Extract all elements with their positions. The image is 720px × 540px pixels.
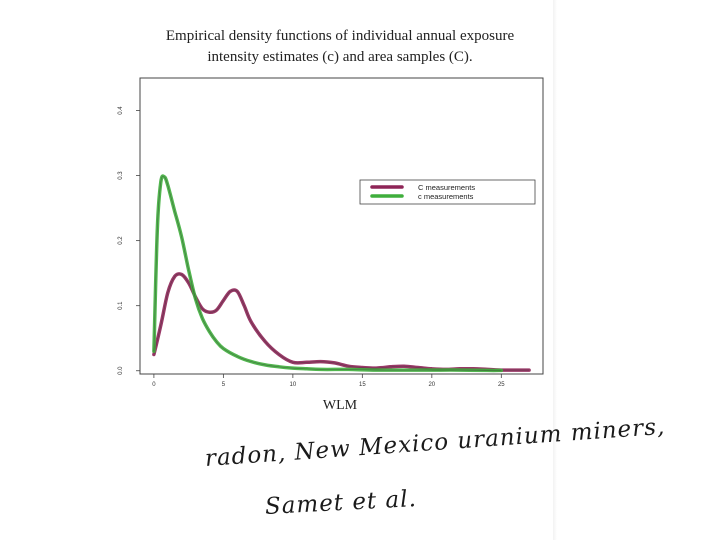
plot-frame (139, 77, 544, 375)
x-axis: 0 5 10 15 20 25 (152, 374, 505, 388)
y-axis: 0.0 0.1 0.2 0.3 0.4 (118, 106, 140, 375)
x-tick-label: 0 (152, 382, 156, 388)
legend-box (359, 179, 536, 205)
chart-title: Empirical density functions of individua… (110, 26, 570, 68)
y-tick-label: 0.2 (118, 236, 124, 245)
y-tick-label: 0.0 (118, 366, 124, 375)
chart-title-line-2: intensity estimates (c) and area samples… (207, 49, 473, 65)
chart-title-line-1: Empirical density functions of individua… (165, 28, 515, 44)
legend-label-c-upper: C measurements (418, 183, 475, 192)
series-line-0 (152, 272, 531, 372)
y-tick-label: 0.1 (118, 301, 124, 310)
y-tick-label: 0.4 (118, 106, 124, 115)
legend-label-c-lower: c measurements (418, 192, 474, 201)
x-tick-label: 20 (428, 382, 435, 388)
x-tick-label: 10 (290, 382, 297, 388)
x-tick-label: 15 (359, 382, 366, 388)
series-core-1 (153, 175, 502, 371)
y-tick-label: 0.3 (118, 171, 124, 180)
x-axis-label: WLM (323, 398, 358, 413)
x-tick-label: 5 (222, 382, 226, 388)
x-tick-label: 25 (498, 382, 505, 388)
legend: C measurements c measurements (359, 179, 536, 205)
series-core-0 (153, 273, 530, 371)
page-edge (553, 0, 557, 540)
series-layer (152, 174, 531, 373)
series-line-1 (152, 174, 504, 373)
